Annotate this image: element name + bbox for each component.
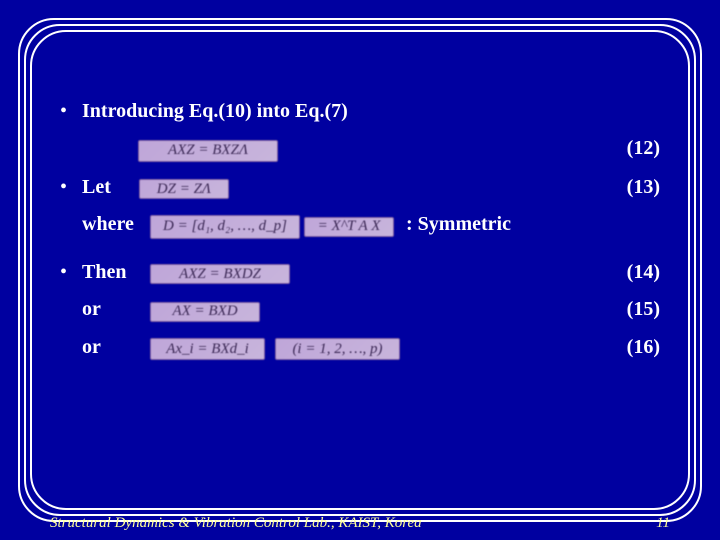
eq12-num: (12) <box>612 137 660 160</box>
eq13-expr: DZ = ZΛ <box>139 179 229 199</box>
where-expr-right: = X^T A X <box>304 217 394 237</box>
line-intro: • Introducing Eq.(10) into Eq.(7) <box>60 100 660 123</box>
let-label: Let <box>82 176 111 199</box>
then-label: Then <box>82 261 142 284</box>
eq15-expr: AX = BXD <box>150 302 260 322</box>
eq15-num: (15) <box>612 298 660 321</box>
where-expr-left: D = [d₁, d₂, …, d_p] <box>150 215 300 239</box>
eq16-expr-right: (i = 1, 2, …, p) <box>275 338 400 360</box>
footer-lab: Structural Dynamics & Vibration Control … <box>50 515 422 532</box>
or1-label: or <box>82 298 142 321</box>
eq16-num: (16) <box>612 336 660 359</box>
footer: Structural Dynamics & Vibration Control … <box>50 515 670 532</box>
line-where: where D = [d₁, d₂, …, d_p] = X^T A X : S… <box>60 213 660 239</box>
eq14-expr: AXZ = BXDZ <box>150 264 290 284</box>
footer-page: 11 <box>656 515 670 532</box>
line-then: • Then AXZ = BXDZ (14) <box>60 261 660 285</box>
intro-text: Introducing Eq.(10) into Eq.(7) <box>82 100 348 123</box>
bullet-icon: • <box>60 100 82 123</box>
eq14-num: (14) <box>612 261 660 284</box>
line-eq12: AXZ = BXZΛ (12) <box>60 137 660 162</box>
bullet-icon: • <box>60 176 82 199</box>
line-or2: or Ax_i = BXd_i (i = 1, 2, …, p) (16) <box>60 336 660 361</box>
eq16-expr-left: Ax_i = BXd_i <box>150 338 265 360</box>
slide-content: • Introducing Eq.(10) into Eq.(7) AXZ = … <box>60 100 660 374</box>
or2-label: or <box>82 336 142 359</box>
eq13-num: (13) <box>612 176 660 199</box>
line-let: • Let DZ = ZΛ (13) <box>60 176 660 200</box>
line-or1: or AX = BXD (15) <box>60 298 660 322</box>
where-label: where <box>82 213 142 236</box>
bullet-icon: • <box>60 261 82 284</box>
eq12-expr: AXZ = BXZΛ <box>138 140 278 162</box>
where-note: : Symmetric <box>406 213 511 236</box>
